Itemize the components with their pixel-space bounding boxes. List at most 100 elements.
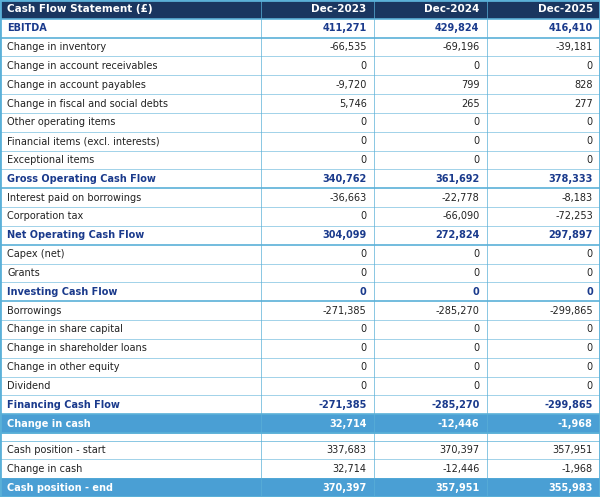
Bar (0, 377, 600, 395)
Text: 361,692: 361,692 (435, 174, 479, 184)
Text: 32,714: 32,714 (329, 418, 367, 428)
Text: 337,683: 337,683 (326, 445, 367, 455)
Text: 355,983: 355,983 (548, 483, 593, 493)
Text: 340,762: 340,762 (322, 174, 367, 184)
Bar (0, 339, 600, 358)
Bar (0, 478, 600, 497)
Text: -285,270: -285,270 (431, 400, 479, 410)
Bar (0, 94, 600, 113)
Bar (0, 433, 600, 440)
Text: 429,824: 429,824 (435, 23, 479, 33)
Text: Cash position - end: Cash position - end (7, 483, 113, 493)
Text: EBITDA: EBITDA (7, 23, 47, 33)
Bar (0, 38, 600, 57)
Bar (0, 282, 600, 301)
Text: Change in cash: Change in cash (7, 418, 91, 428)
Text: 272,824: 272,824 (435, 230, 479, 241)
Text: Net Operating Cash Flow: Net Operating Cash Flow (7, 230, 145, 241)
Bar (0, 76, 600, 94)
Text: 370,397: 370,397 (439, 445, 479, 455)
Text: Change in cash: Change in cash (7, 464, 83, 474)
Bar (0, 151, 600, 169)
Text: -1,968: -1,968 (558, 418, 593, 428)
Text: 0: 0 (587, 117, 593, 127)
Text: 378,333: 378,333 (548, 174, 593, 184)
Text: 5,746: 5,746 (339, 98, 367, 108)
Text: -299,865: -299,865 (549, 306, 593, 316)
Text: -72,253: -72,253 (555, 212, 593, 222)
Text: -66,535: -66,535 (329, 42, 367, 52)
Bar (0, 132, 600, 151)
Text: 0: 0 (587, 61, 593, 71)
Text: Change in shareholder loans: Change in shareholder loans (7, 343, 147, 353)
Text: 828: 828 (574, 80, 593, 90)
Text: 0: 0 (473, 61, 479, 71)
Text: Dec-2025: Dec-2025 (538, 4, 593, 14)
Text: Investing Cash Flow: Investing Cash Flow (7, 287, 118, 297)
Bar (0, 320, 600, 339)
Text: 411,271: 411,271 (322, 23, 367, 33)
Text: 0: 0 (473, 343, 479, 353)
Text: 0: 0 (473, 381, 479, 391)
Text: 0: 0 (587, 325, 593, 334)
Text: 32,714: 32,714 (332, 464, 367, 474)
Text: -36,663: -36,663 (329, 193, 367, 203)
Bar (0, 358, 600, 377)
Text: 265: 265 (461, 98, 479, 108)
Bar (0, 207, 600, 226)
Text: 0: 0 (361, 212, 367, 222)
Text: -12,446: -12,446 (442, 464, 479, 474)
Text: Cash position - start: Cash position - start (7, 445, 106, 455)
Text: Dec-2023: Dec-2023 (311, 4, 367, 14)
Text: 0: 0 (361, 325, 367, 334)
Text: 0: 0 (361, 381, 367, 391)
Text: -271,385: -271,385 (323, 306, 367, 316)
Bar (0, 19, 600, 38)
Text: -1,968: -1,968 (562, 464, 593, 474)
Text: 0: 0 (361, 362, 367, 372)
Text: Borrowings: Borrowings (7, 306, 62, 316)
Text: Change in account payables: Change in account payables (7, 80, 146, 90)
Bar (0, 301, 600, 320)
Text: 0: 0 (586, 287, 593, 297)
Bar (0, 395, 600, 414)
Text: Gross Operating Cash Flow: Gross Operating Cash Flow (7, 174, 156, 184)
Text: -66,090: -66,090 (442, 212, 479, 222)
Text: Capex (net): Capex (net) (7, 249, 65, 259)
Text: Change in inventory: Change in inventory (7, 42, 106, 52)
Text: 0: 0 (361, 136, 367, 146)
Text: -285,270: -285,270 (436, 306, 479, 316)
Text: 0: 0 (587, 136, 593, 146)
Text: 0: 0 (361, 343, 367, 353)
Text: 0: 0 (473, 249, 479, 259)
Text: Cash Flow Statement (£): Cash Flow Statement (£) (7, 4, 153, 14)
Text: Grants: Grants (7, 268, 40, 278)
Text: 277: 277 (574, 98, 593, 108)
Text: Change in other equity: Change in other equity (7, 362, 120, 372)
Bar (0, 0, 600, 19)
Text: Other operating items: Other operating items (7, 117, 116, 127)
Text: 304,099: 304,099 (322, 230, 367, 241)
Text: 0: 0 (587, 381, 593, 391)
Text: 0: 0 (473, 287, 479, 297)
Text: -299,865: -299,865 (544, 400, 593, 410)
Text: 297,897: 297,897 (548, 230, 593, 241)
Text: Corporation tax: Corporation tax (7, 212, 83, 222)
Bar (0, 226, 600, 245)
Bar (0, 113, 600, 132)
Text: -271,385: -271,385 (318, 400, 367, 410)
Bar (0, 414, 600, 433)
Text: Dec-2024: Dec-2024 (424, 4, 479, 14)
Text: 0: 0 (473, 155, 479, 165)
Text: -9,720: -9,720 (335, 80, 367, 90)
Text: 0: 0 (473, 268, 479, 278)
Text: 0: 0 (473, 325, 479, 334)
Text: Financing Cash Flow: Financing Cash Flow (7, 400, 120, 410)
Text: 0: 0 (587, 362, 593, 372)
Text: Interest paid on borrowings: Interest paid on borrowings (7, 193, 142, 203)
Text: 0: 0 (361, 117, 367, 127)
Bar (0, 57, 600, 76)
Text: 0: 0 (360, 287, 367, 297)
Text: Change in fiscal and social debts: Change in fiscal and social debts (7, 98, 168, 108)
Text: 0: 0 (473, 117, 479, 127)
